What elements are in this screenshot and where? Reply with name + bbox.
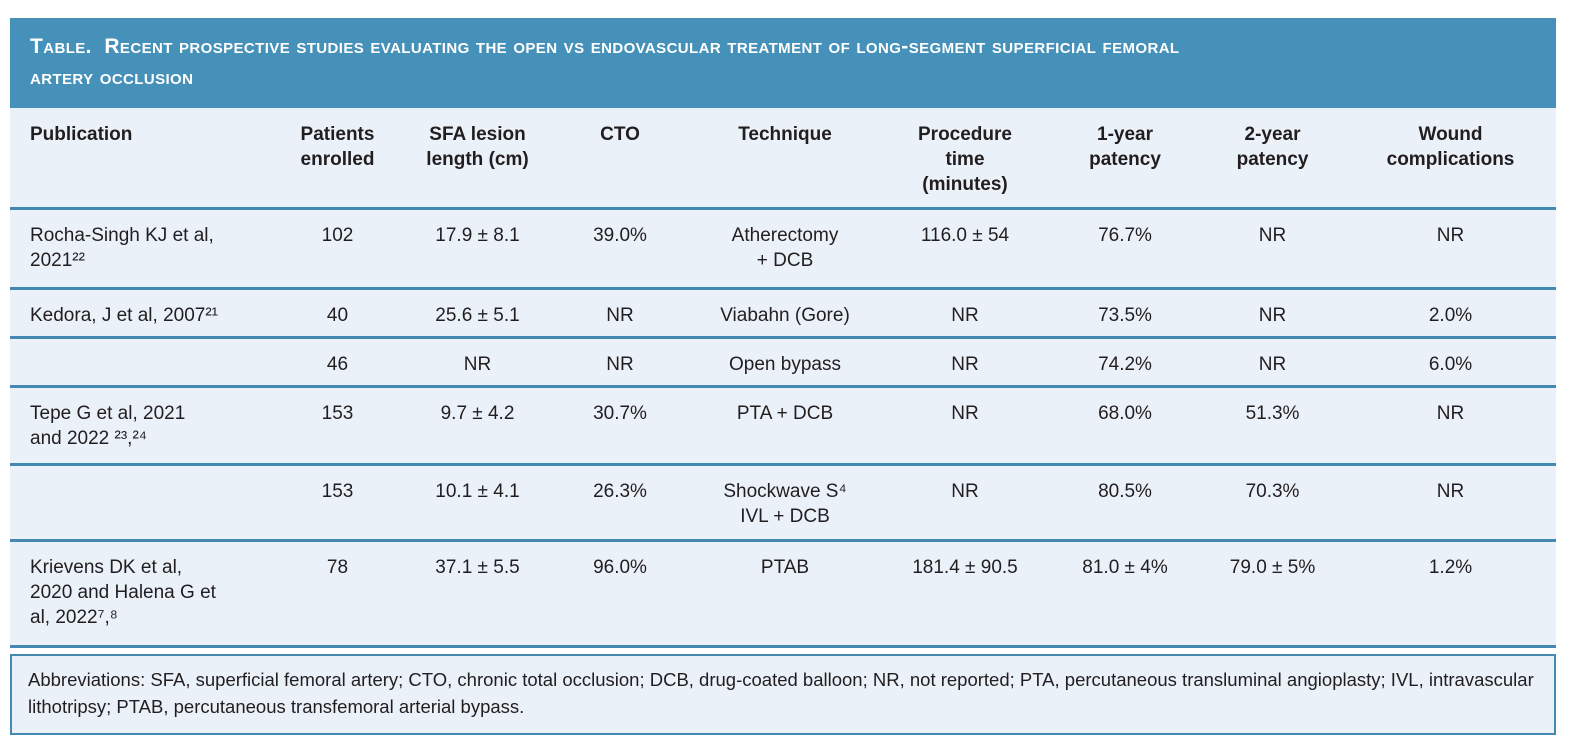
table-row: 153 10.1 ± 4.1 26.3% Shockwave S⁴ IVL + …: [10, 464, 1556, 541]
cell-cto: NR: [606, 304, 634, 326]
cell-lesion-length: 9.7 ± 4.2: [440, 402, 515, 424]
cell-wound-complications: 6.0%: [1428, 353, 1473, 375]
cell-procedure-time: 116.0 ± 54: [920, 224, 1010, 246]
cell-procedure-time: NR: [951, 402, 979, 424]
cell-2yr-patency: NR: [1258, 304, 1287, 326]
cell-2yr-patency: 70.3%: [1245, 480, 1300, 502]
table-row: Kedora, J et al, 2007²¹ 40 25.6 ± 5.1 NR…: [10, 288, 1556, 338]
cell-1yr-patency: 81.0 ± 4%: [1082, 556, 1168, 578]
cell-2yr-patency: 51.3%: [1245, 402, 1300, 424]
cell-wound-complications: 2.0%: [1428, 304, 1473, 326]
abbreviations-note: Abbreviations: SFA, superficial femoral …: [10, 653, 1556, 736]
cell-cto: 26.3%: [593, 480, 647, 502]
cell-publication: [10, 337, 270, 386]
cell-technique: PTA + DCB: [736, 402, 834, 424]
cell-technique: Open bypass: [729, 353, 841, 375]
col-header-patients-enrolled: Patients enrolled: [300, 124, 375, 171]
cell-technique: Shockwave S⁴ IVL + DCB: [723, 480, 847, 527]
cell-lesion-length: 17.9 ± 8.1: [435, 224, 520, 246]
cell-lesion-length: NR: [463, 353, 492, 375]
cell-technique: Atherectomy + DCB: [731, 224, 839, 271]
table-row: Rocha-Singh KJ et al, 2021²² 102 17.9 ± …: [10, 208, 1556, 289]
cell-publication: Rocha-Singh KJ et al, 2021²²: [30, 224, 214, 271]
table-row: Krievens DK et al, 2020 and Halena G et …: [10, 540, 1556, 647]
cell-1yr-patency: 80.5%: [1098, 480, 1152, 502]
cell-wound-complications: 1.2%: [1428, 556, 1473, 578]
cell-procedure-time: 181.4 ± 90.5: [912, 556, 1018, 578]
col-header-1-year-patency: 1-year patency: [1089, 124, 1161, 171]
col-header-wound-complications: Wound complications: [1386, 124, 1515, 171]
cell-wound-complications: NR: [1436, 480, 1465, 502]
cell-procedure-time: NR: [951, 480, 979, 502]
cell-patients: 102: [321, 224, 354, 246]
cell-wound-complications: NR: [1436, 402, 1465, 424]
cell-1yr-patency: 68.0%: [1098, 402, 1152, 424]
cell-lesion-length: 37.1 ± 5.5: [435, 556, 520, 578]
cell-1yr-patency: 74.2%: [1098, 353, 1152, 375]
cell-lesion-length: 25.6 ± 5.1: [435, 304, 520, 326]
cell-technique: Viabahn (Gore): [720, 304, 850, 326]
cell-procedure-time: NR: [951, 353, 979, 375]
col-header-publication: Publication: [30, 124, 133, 146]
col-header-procedure-time: Procedure time (minutes): [918, 124, 1012, 196]
cell-2yr-patency: NR: [1258, 224, 1287, 246]
cell-patients: 40: [326, 304, 349, 326]
cell-patients: 153: [321, 480, 354, 502]
cell-cto: 96.0%: [593, 556, 647, 578]
table-row: 46 NR NR Open bypass NR 74.2% NR 6.0%: [10, 337, 1556, 387]
cell-publication: Krievens DK et al, 2020 and Halena G et …: [30, 556, 216, 628]
header-row: Publication Patients enrolled SFA lesion…: [10, 108, 1556, 209]
table-title: Table. Recent prospective studies evalua…: [10, 18, 1556, 109]
cell-cto: 39.0%: [593, 224, 647, 246]
cell-cto: NR: [606, 353, 634, 375]
cell-wound-complications: NR: [1436, 224, 1465, 246]
cell-2yr-patency: 79.0 ± 5%: [1229, 556, 1316, 578]
cell-2yr-patency: NR: [1258, 353, 1287, 375]
cell-patients: 153: [321, 402, 354, 424]
col-header-2-year-patency: 2-year patency: [1236, 124, 1309, 171]
col-header-technique: Technique: [738, 124, 832, 146]
cell-patients: 78: [326, 556, 349, 578]
col-header-sfa-lesion-length: SFA lesion length (cm): [426, 124, 529, 171]
cell-1yr-patency: 73.5%: [1098, 304, 1152, 326]
cell-technique: PTAB: [760, 556, 810, 578]
cell-publication: Kedora, J et al, 2007²¹: [30, 304, 218, 326]
cell-publication: [10, 464, 270, 540]
cell-patients: 46: [326, 353, 349, 375]
cell-cto: 30.7%: [593, 402, 647, 424]
studies-table: Publication Patients enrolled SFA lesion…: [10, 108, 1556, 648]
cell-publication: Tepe G et al, 2021 and 2022 ²³,²⁴: [30, 402, 186, 449]
cell-procedure-time: NR: [951, 304, 979, 326]
table-row: Tepe G et al, 2021 and 2022 ²³,²⁴ 153 9.…: [10, 386, 1556, 465]
cell-1yr-patency: 76.7%: [1098, 224, 1152, 246]
cell-lesion-length: 10.1 ± 4.1: [435, 480, 520, 502]
col-header-cto: CTO: [600, 124, 640, 146]
page: Table. Recent prospective studies evalua…: [10, 18, 1556, 736]
